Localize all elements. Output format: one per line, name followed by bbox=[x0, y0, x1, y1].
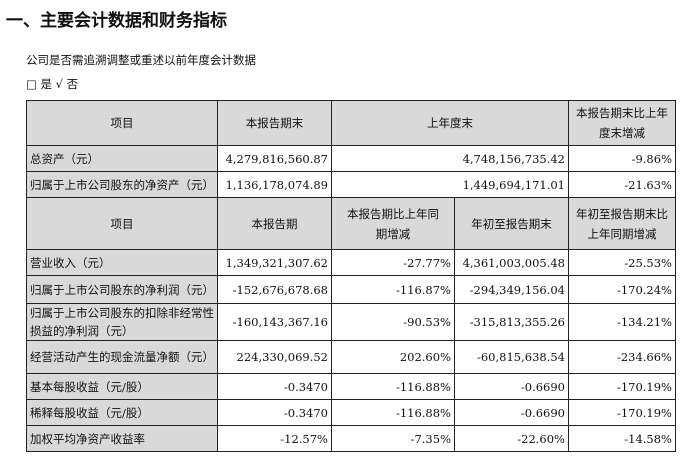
cell: 224,330,069.52 bbox=[217, 340, 332, 374]
cell: 4,748,156,735.42 bbox=[331, 145, 569, 172]
financial-table: 项目 本报告期末 上年度末 本报告期末比上年度末增减 总资产（元） 4,279,… bbox=[26, 100, 676, 452]
header-cell: 本报告期 bbox=[217, 197, 332, 250]
cell: -170.19% bbox=[568, 373, 676, 400]
row-label: 加权平均净资产收益率 bbox=[26, 425, 218, 452]
table-header-row: 项目 本报告期末 上年度末 本报告期末比上年度末增减 bbox=[26, 100, 676, 146]
header-cell: 上年度末 bbox=[331, 100, 569, 146]
cell: -170.24% bbox=[568, 275, 676, 304]
cell: -170.19% bbox=[568, 399, 676, 426]
cell: -116.88% bbox=[331, 399, 455, 426]
cell: -0.6690 bbox=[454, 399, 569, 426]
table-row: 稀释每股收益（元/股） -0.3470 -116.88% -0.6690 -170.19… bbox=[26, 399, 676, 426]
row-label: 归属于上市公司股东的净资产（元） bbox=[26, 171, 218, 198]
table-row: 经营活动产生的现金流量净额（元） 224,330,069.52 202.60% -60… bbox=[26, 340, 676, 374]
restatement-question: 公司是否需追溯调整或重述以前年度会计数据 bbox=[26, 53, 256, 67]
cell: -9.86% bbox=[568, 145, 676, 172]
row-label: 归属于上市公司股东的扣除非经常性损益的净利润（元） bbox=[26, 303, 218, 341]
row-label: 营业收入（元） bbox=[26, 249, 218, 276]
cell: -160,143,367.16 bbox=[217, 303, 332, 341]
cell: 1,449,694,171.01 bbox=[331, 171, 569, 198]
table-header-row: 项目 本报告期 本报告期比上年同期增减 年初至报告期末 年初至报告期末比上年同期… bbox=[26, 197, 676, 250]
table-row: 归属于上市公司股东的净利润（元） -152,676,678.68 -116.87% -… bbox=[26, 275, 676, 304]
row-label: 总资产（元） bbox=[26, 145, 218, 172]
cell: -12.57% bbox=[217, 425, 332, 452]
header-cell: 年初至报告期末 bbox=[454, 197, 569, 250]
cell: -21.63% bbox=[568, 171, 676, 198]
row-label: 经营活动产生的现金流量净额（元） bbox=[26, 340, 218, 374]
cell: -0.3470 bbox=[217, 373, 332, 400]
cell: -234.66% bbox=[568, 340, 676, 374]
header-cell: 项目 bbox=[26, 197, 218, 250]
row-label: 稀释每股收益（元/股） bbox=[26, 399, 218, 426]
cell: -0.3470 bbox=[217, 399, 332, 426]
table-row: 总资产（元） 4,279,816,560.87 4,748,156,735.42… bbox=[26, 145, 676, 172]
cell: -116.88% bbox=[331, 373, 455, 400]
table-row: 归属于上市公司股东的净资产（元） 1,136,178,074.89 1,449,… bbox=[26, 171, 676, 198]
table-row: 基本每股收益（元/股） -0.3470 -116.88% -0.6690 -170.19… bbox=[26, 373, 676, 400]
cell: -90.53% bbox=[331, 303, 455, 341]
cell: -14.58% bbox=[568, 425, 676, 452]
restatement-option: □ 是 √ 否 bbox=[26, 77, 79, 91]
header-cell: 年初至报告期末比上年同期增减 bbox=[568, 197, 676, 250]
row-label: 基本每股收益（元/股） bbox=[26, 373, 218, 400]
cell: -7.35% bbox=[331, 425, 455, 452]
header-cell: 本报告期比上年同期增减 bbox=[331, 197, 455, 250]
table-row: 归属于上市公司股东的扣除非经常性损益的净利润（元） -160,143,367.16… bbox=[26, 303, 676, 341]
cell: -294,349,156.04 bbox=[454, 275, 569, 304]
header-cell: 本报告期末 bbox=[217, 100, 332, 146]
cell: -152,676,678.68 bbox=[217, 275, 332, 304]
header-cell: 本报告期末比上年度末增减 bbox=[568, 100, 676, 146]
cell: 4,361,003,005.48 bbox=[454, 249, 569, 276]
cell: -25.53% bbox=[568, 249, 676, 276]
cell: -27.77% bbox=[331, 249, 455, 276]
row-label: 归属于上市公司股东的净利润（元） bbox=[26, 275, 218, 304]
cell: -22.60% bbox=[454, 425, 569, 452]
cell: -60,815,638.54 bbox=[454, 340, 569, 374]
section-title: 一、主要会计数据和财务指标 bbox=[6, 11, 227, 31]
cell: -0.6690 bbox=[454, 373, 569, 400]
header-cell: 项目 bbox=[26, 100, 218, 146]
cell: 1,349,321,307.62 bbox=[217, 249, 332, 276]
table-row: 加权平均净资产收益率 -12.57% -7.35% -22.60% -14.58% bbox=[26, 425, 676, 452]
cell: 1,136,178,074.89 bbox=[217, 171, 332, 198]
cell: -116.87% bbox=[331, 275, 455, 304]
cell: 202.60% bbox=[331, 340, 455, 374]
cell: 4,279,816,560.87 bbox=[217, 145, 332, 172]
cell: -315,813,355.26 bbox=[454, 303, 569, 341]
cell: -134.21% bbox=[568, 303, 676, 341]
table-row: 营业收入（元） 1,349,321,307.62 -27.77% 4,361,003,… bbox=[26, 249, 676, 276]
